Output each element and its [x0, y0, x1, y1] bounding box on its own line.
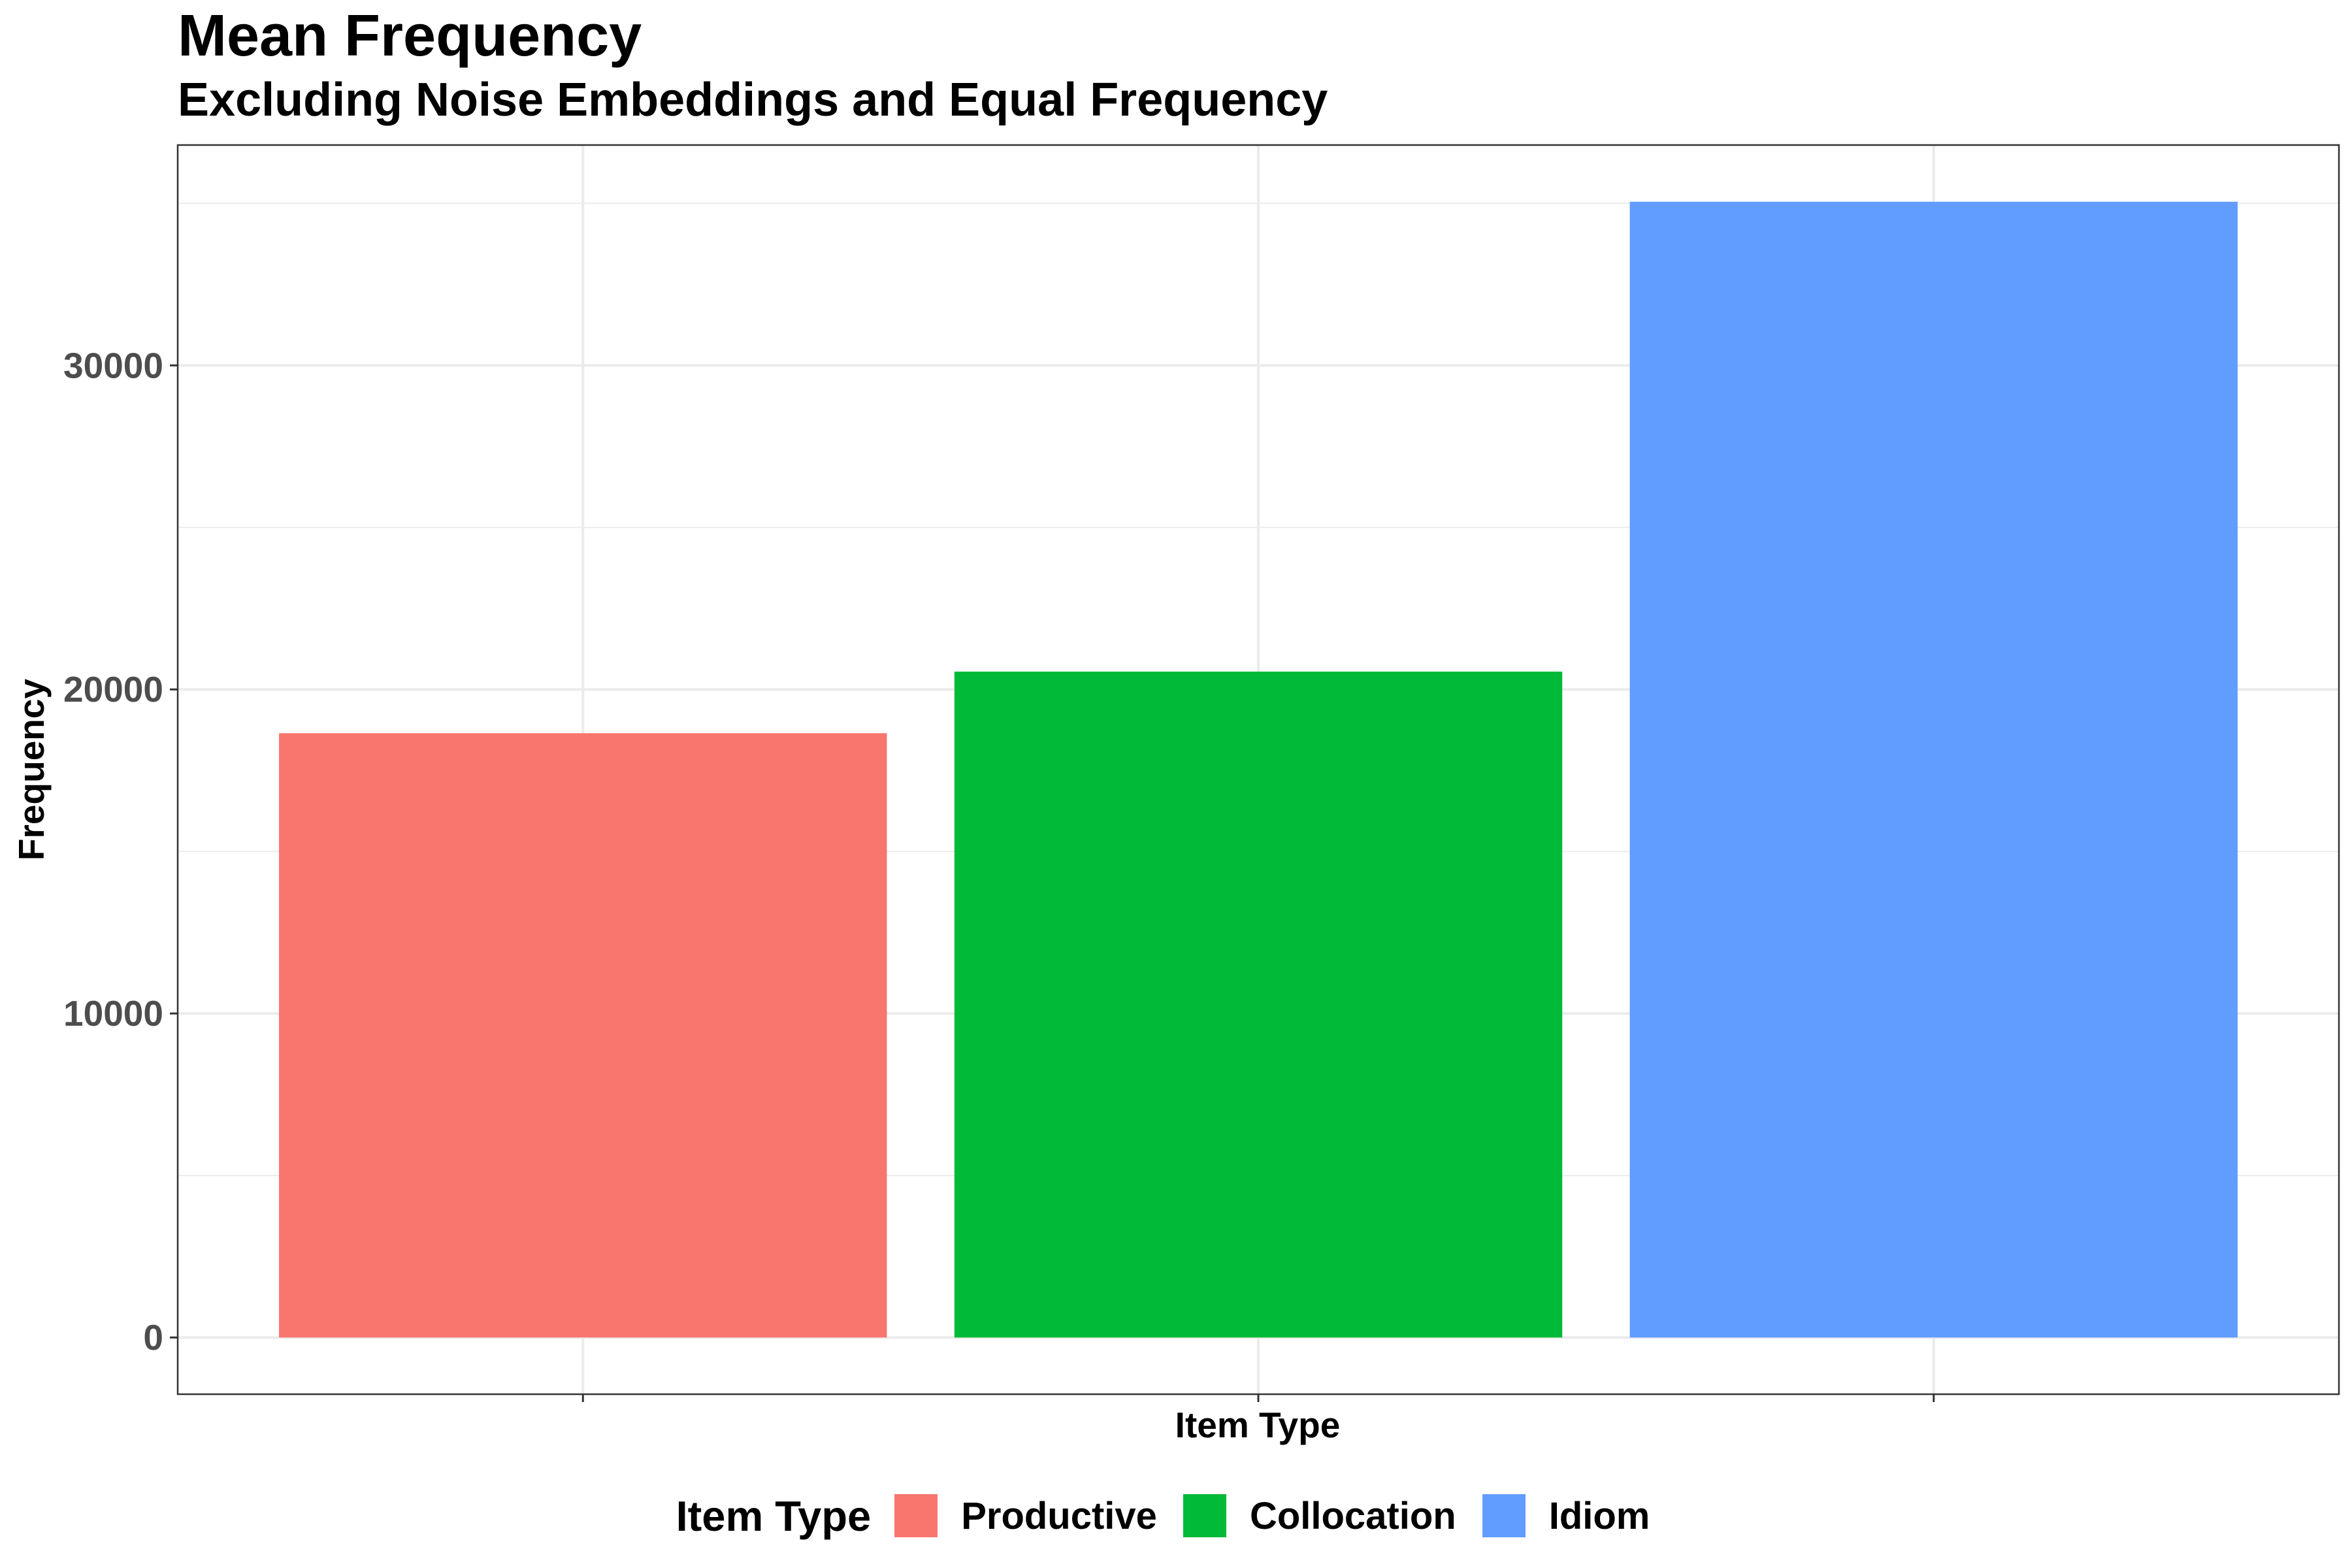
- y-tick-label: 0: [143, 1317, 163, 1358]
- y-tick-label: 30000: [63, 345, 163, 385]
- x-axis: [581, 1394, 1935, 1402]
- legend-key-idiom: [1482, 1494, 1526, 1537]
- legend-title: Item Type: [676, 1492, 872, 1540]
- y-axis: 0 10000 20000 30000: [63, 345, 178, 1358]
- legend-label: Productive: [961, 1494, 1157, 1537]
- legend-key-collocation: [1183, 1494, 1226, 1537]
- y-axis-title: Frequency: [11, 679, 52, 861]
- legend-item-idiom: Idiom: [1482, 1494, 1650, 1538]
- bar-collocation: [954, 671, 1563, 1338]
- legend-key-productive: [894, 1494, 938, 1537]
- bar-productive: [279, 733, 887, 1338]
- bar-idiom: [1629, 201, 2238, 1338]
- legend: Item Type Productive Collocation Idiom: [0, 1483, 2352, 1548]
- legend-item-productive: Productive: [894, 1494, 1157, 1538]
- legend-label: Collocation: [1249, 1494, 1456, 1537]
- y-tick-label: 20000: [63, 669, 163, 710]
- bars: [279, 201, 2238, 1338]
- legend-items: Productive Collocation Idiom: [894, 1494, 1676, 1538]
- x-axis-title: Item Type: [1175, 1405, 1341, 1445]
- chart-subtitle: Excluding Noise Embeddings and Equal Fre…: [178, 74, 1328, 126]
- legend-label: Idiom: [1548, 1494, 1650, 1537]
- y-tick-label: 10000: [63, 993, 163, 1034]
- legend-item-collocation: Collocation: [1183, 1494, 1456, 1538]
- chart-title: Mean Frequency: [178, 3, 642, 69]
